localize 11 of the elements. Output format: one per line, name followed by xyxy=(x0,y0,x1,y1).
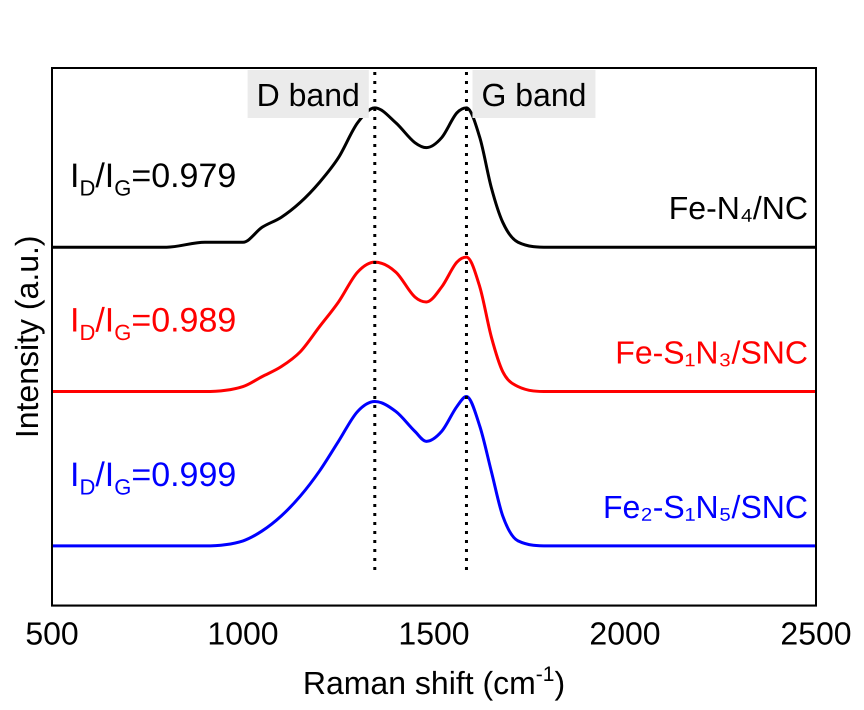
series-label: Fe₂-S₁N₅/SNC xyxy=(602,488,808,525)
x-tick-label: 1500 xyxy=(398,616,470,652)
y-axis-title: Intensity (a.u.) xyxy=(9,235,45,438)
series-label: Fe-S₁N₃/SNC xyxy=(615,334,808,371)
series-label: Fe-N₄/NC xyxy=(668,190,808,226)
x-tick-label: 2000 xyxy=(589,616,661,652)
ref-line-label: G band xyxy=(481,77,586,113)
x-tick-label: 500 xyxy=(25,616,79,652)
x-tick-label: 1000 xyxy=(207,616,279,652)
x-tick-label: 2500 xyxy=(780,616,852,652)
ref-line-label: D band xyxy=(256,77,360,113)
